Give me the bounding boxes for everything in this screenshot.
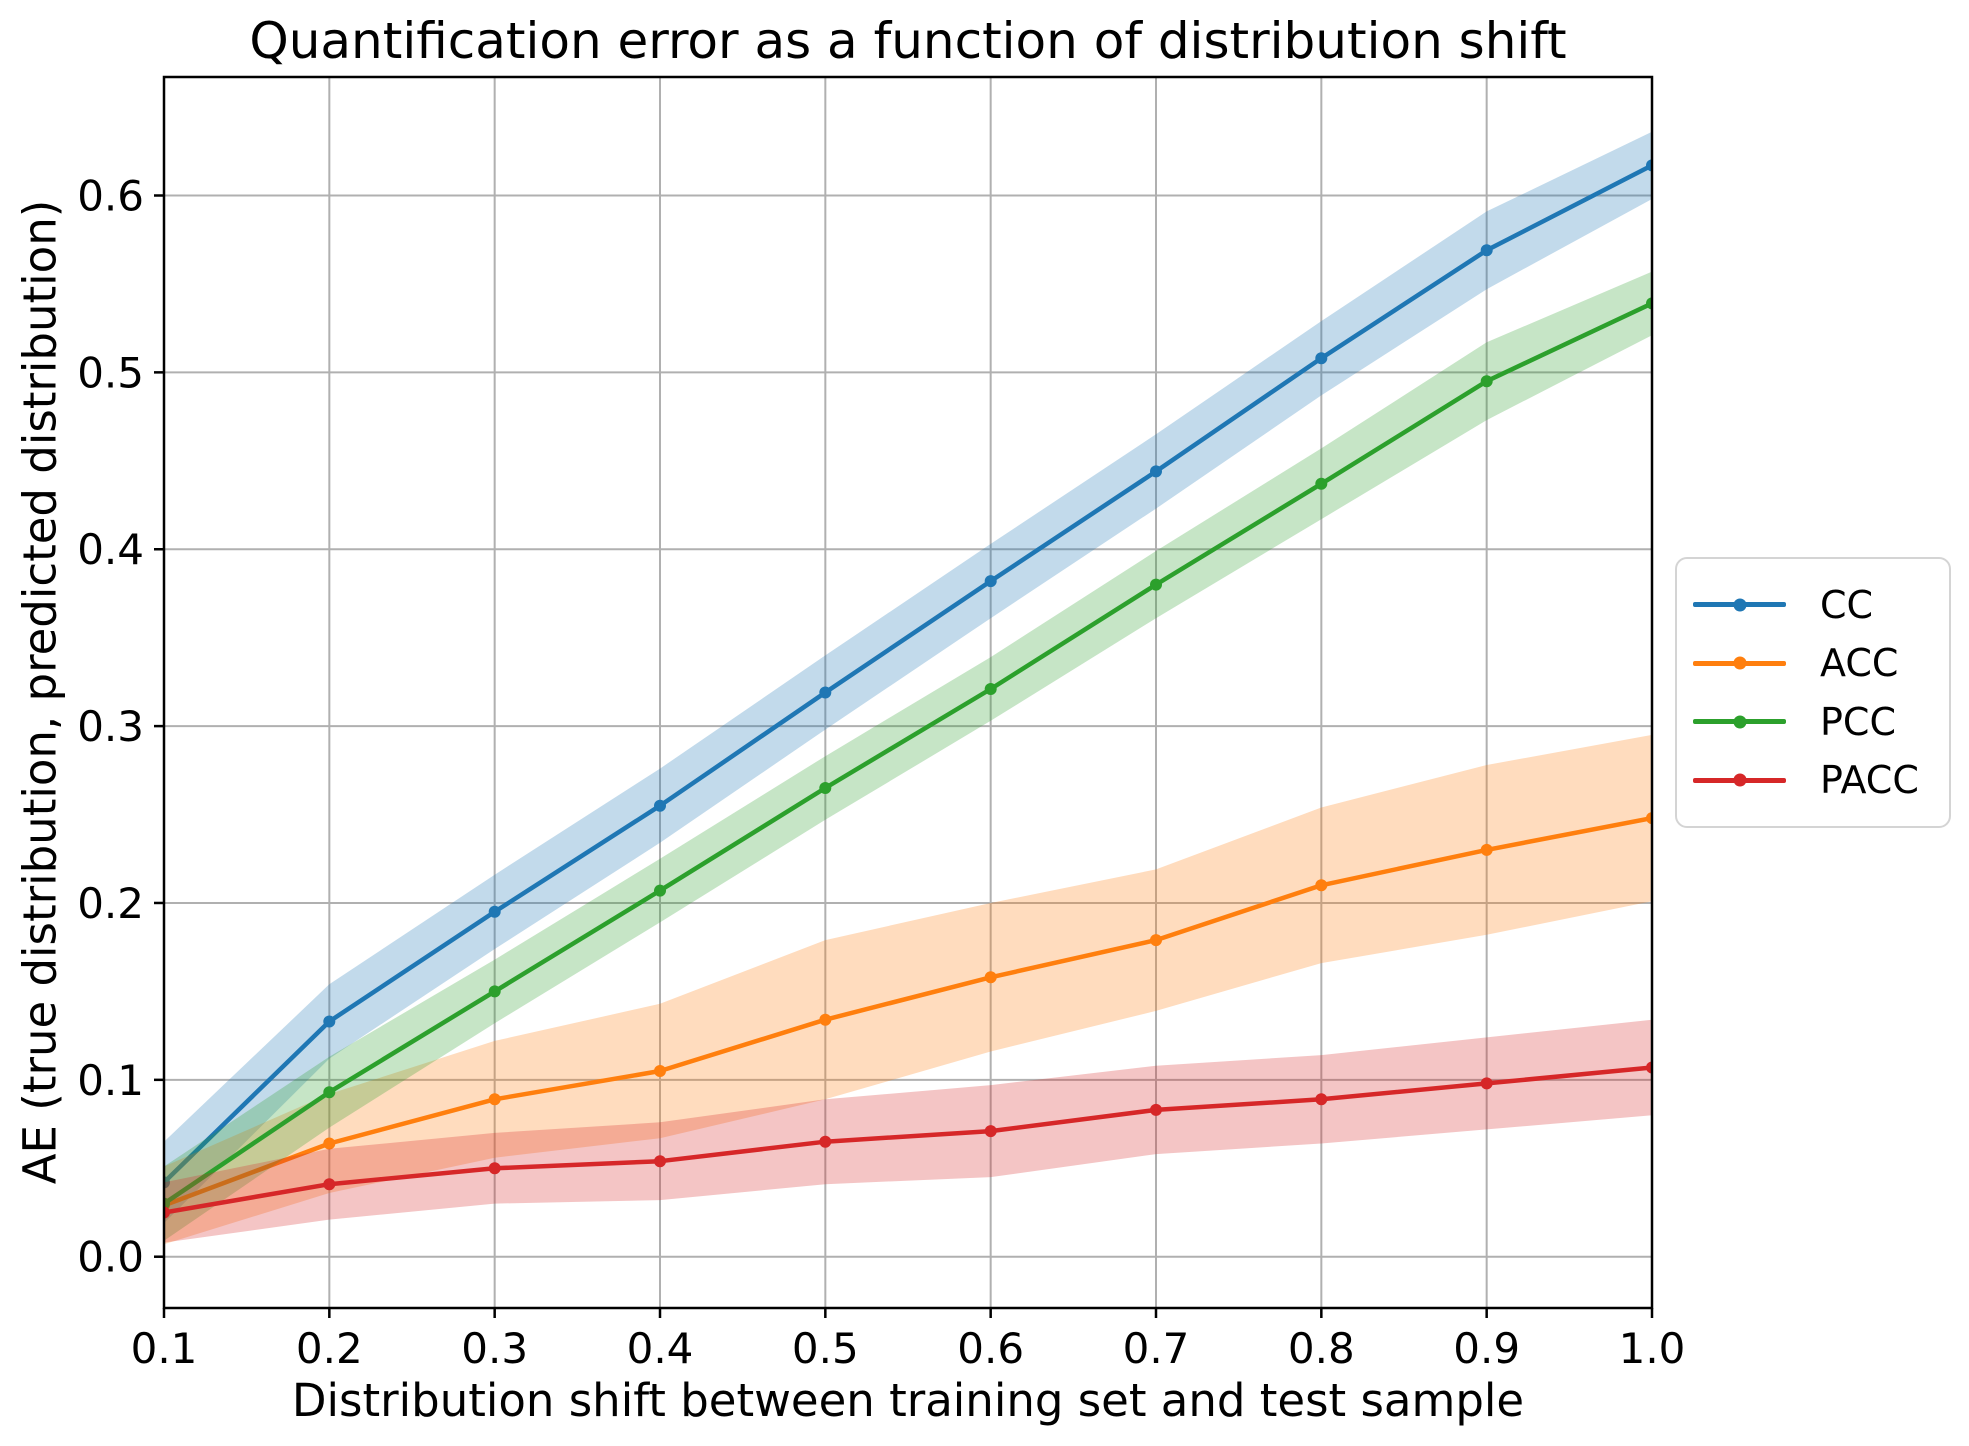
- legend-label: PACC: [1820, 758, 1919, 803]
- series-marker-CC: [1315, 352, 1328, 365]
- series-marker-ACC: [984, 971, 997, 984]
- x-tick-label: 0.6: [957, 1324, 1024, 1373]
- x-tick-label: 0.8: [1288, 1324, 1355, 1373]
- confidence-band-PCC: [164, 271, 1652, 1241]
- legend-marker-dot: [1733, 656, 1746, 670]
- y-tick-label: 0.4: [77, 525, 144, 574]
- legend-line-sample: [1693, 773, 1786, 787]
- legend-entry-PACC: PACC: [1677, 761, 1949, 799]
- series-marker-ACC: [1480, 843, 1493, 856]
- series-marker-PCC: [488, 985, 501, 998]
- legend-line-sample: [1693, 598, 1786, 612]
- y-tick-label: 0.5: [77, 348, 144, 397]
- series-marker-ACC: [819, 1013, 832, 1026]
- legend-line-sample: [1693, 715, 1786, 729]
- legend-label: CC: [1820, 582, 1874, 627]
- x-tick-label: 0.5: [792, 1324, 859, 1373]
- legend-entry-ACC: ACC: [1677, 644, 1949, 682]
- series-marker-PACC: [323, 1178, 336, 1191]
- series-marker-CC: [819, 686, 832, 699]
- y-tick-label: 0.0: [77, 1233, 144, 1282]
- legend-marker-dot: [1733, 598, 1746, 612]
- series-marker-PACC: [1315, 1093, 1328, 1106]
- x-tick-label: 0.9: [1453, 1324, 1520, 1373]
- legend-entry-CC: CC: [1677, 586, 1949, 624]
- x-tick-label: 0.4: [627, 1324, 694, 1373]
- legend-label: PCC: [1820, 699, 1896, 744]
- series-marker-PCC: [1315, 477, 1328, 490]
- series-marker-PACC: [1480, 1077, 1493, 1090]
- y-tick-label: 0.2: [77, 879, 144, 928]
- series-marker-ACC: [1646, 812, 1652, 825]
- x-tick-label: 0.1: [131, 1324, 198, 1373]
- series-marker-ACC: [488, 1093, 501, 1106]
- series-marker-PACC: [1150, 1103, 1162, 1116]
- series-marker-PCC: [984, 683, 997, 695]
- series-marker-ACC: [1315, 879, 1328, 892]
- series-marker-ACC: [654, 1065, 666, 1077]
- legend-marker-dot: [1733, 773, 1746, 787]
- y-tick-label: 0.1: [77, 1056, 144, 1105]
- series-marker-PACC: [819, 1135, 832, 1148]
- axes-box: [162, 75, 1654, 1310]
- x-tick-label: 1.0: [1619, 1324, 1686, 1373]
- series-marker-PACC: [654, 1155, 666, 1168]
- series-marker-PCC: [654, 884, 666, 897]
- legend-line-sample: [1693, 656, 1786, 670]
- legend-entry-PCC: PCC: [1677, 703, 1949, 741]
- series-marker-PACC: [984, 1125, 997, 1138]
- series-marker-PCC: [819, 782, 832, 794]
- y-axis-label: AE (true distribution, predicted distrib…: [13, 199, 67, 1185]
- y-tick-label: 0.6: [77, 172, 144, 221]
- series-marker-PCC: [1480, 375, 1493, 388]
- legend: CC ACC PCC PACC: [1675, 557, 1951, 828]
- series-marker-PCC: [164, 1197, 170, 1210]
- series-marker-CC: [323, 1015, 336, 1028]
- series-marker-PCC: [323, 1086, 336, 1099]
- series-line-PCC: [164, 301, 1652, 1206]
- confidence-band-PACC: [164, 1019, 1652, 1243]
- series-marker-CC: [488, 905, 501, 918]
- series-marker-PACC: [1646, 1061, 1652, 1074]
- chart-title: Quantification error as a function of di…: [249, 12, 1567, 70]
- series-marker-CC: [164, 1176, 170, 1189]
- series-marker-CC: [1480, 244, 1493, 257]
- series-marker-ACC: [323, 1137, 336, 1150]
- confidence-band-CC: [164, 131, 1652, 1224]
- series-marker-PCC: [1646, 297, 1652, 310]
- x-tick-label: 0.2: [296, 1324, 363, 1373]
- series-line-CC: [164, 163, 1652, 1185]
- series-marker-CC: [984, 575, 997, 588]
- series-line-ACC: [164, 815, 1652, 1208]
- series-marker-ACC: [1150, 934, 1162, 947]
- y-tick-label: 0.3: [77, 702, 144, 751]
- series-marker-PCC: [1150, 578, 1162, 591]
- series-marker-CC: [654, 799, 666, 812]
- x-tick-label: 0.7: [1123, 1324, 1190, 1373]
- legend-label: ACC: [1820, 641, 1899, 686]
- series-marker-PACC: [164, 1206, 170, 1219]
- series-marker-PACC: [488, 1162, 501, 1175]
- x-axis-label: Distribution shift between training set …: [291, 1374, 1525, 1427]
- series-line-PACC: [164, 1065, 1652, 1215]
- legend-marker-dot: [1733, 715, 1746, 729]
- series-marker-CC: [1150, 465, 1162, 478]
- x-tick-label: 0.3: [461, 1324, 528, 1373]
- confidence-band-ACC: [164, 734, 1652, 1245]
- series-marker-CC: [1646, 159, 1652, 172]
